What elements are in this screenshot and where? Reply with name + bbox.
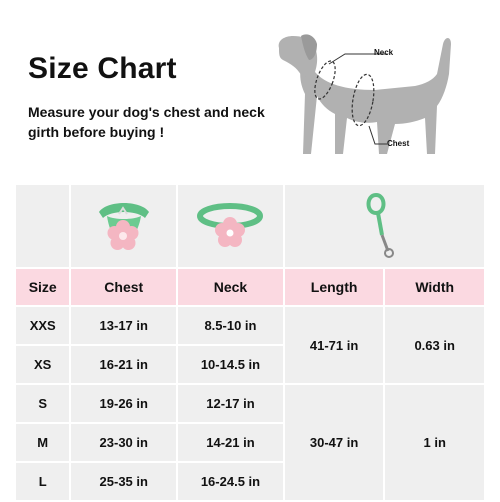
header-width: Width [385, 269, 484, 305]
neck-cell: 16-24.5 in [178, 463, 283, 500]
chest-cell: 23-30 in [71, 424, 177, 461]
width-cell: 1 in [385, 385, 484, 500]
neck-cell: 12-17 in [178, 385, 283, 422]
harness-icon [98, 202, 149, 250]
size-table: Size Chest Neck Length Width XXS 13-17 i… [14, 183, 486, 500]
chest-cell: 13-17 in [71, 307, 177, 344]
size-cell: XXS [16, 307, 70, 344]
empty-corner-cell [16, 185, 70, 267]
leash-image-cell [284, 185, 484, 267]
page-title: Size Chart [28, 52, 177, 85]
header-chest: Chest [71, 269, 177, 305]
neck-label: Neck [374, 48, 394, 57]
harness-image-cell [71, 185, 177, 267]
length-cell: 41-71 in [284, 307, 384, 383]
size-cell: XS [16, 346, 70, 383]
leash-icon [366, 192, 395, 258]
header-neck: Neck [178, 269, 283, 305]
width-cell: 0.63 in [385, 307, 484, 383]
table-row: M 23-30 in 14-21 in [16, 424, 484, 461]
product-image-row [16, 185, 484, 267]
dog-measurement-diagram: Neck Chest [265, 14, 465, 174]
header-size: Size [16, 269, 70, 305]
table-row: XXS 13-17 in 8.5-10 in 41-71 in 0.63 in [16, 307, 484, 383]
chest-cell: 25-35 in [71, 463, 177, 500]
length-cell: 30-47 in [284, 385, 384, 500]
size-cell: M [16, 424, 70, 461]
size-cell: S [16, 385, 70, 422]
neck-cell: 10-14.5 in [178, 346, 283, 383]
collar-icon [197, 202, 264, 247]
page-subtitle: Measure your dog's chest and neck girth … [28, 104, 265, 140]
chest-cell: 16-21 in [71, 346, 177, 383]
dog-silhouette-icon [278, 34, 451, 154]
table-row: S 19-26 in 12-17 in 30-47 in 1 in [16, 385, 484, 500]
collar-image-cell [178, 185, 283, 267]
chest-cell: 19-26 in [71, 385, 177, 422]
table-row: XS 16-21 in 10-14.5 in [16, 346, 484, 383]
table-row: L 25-35 in 16-24.5 in [16, 463, 484, 500]
header-length: Length [284, 269, 384, 305]
table-header-row: Size Chest Neck Length Width [16, 269, 484, 305]
size-cell: L [16, 463, 70, 500]
chest-label: Chest [387, 139, 410, 148]
neck-cell: 14-21 in [178, 424, 283, 461]
neck-cell: 8.5-10 in [178, 307, 283, 344]
